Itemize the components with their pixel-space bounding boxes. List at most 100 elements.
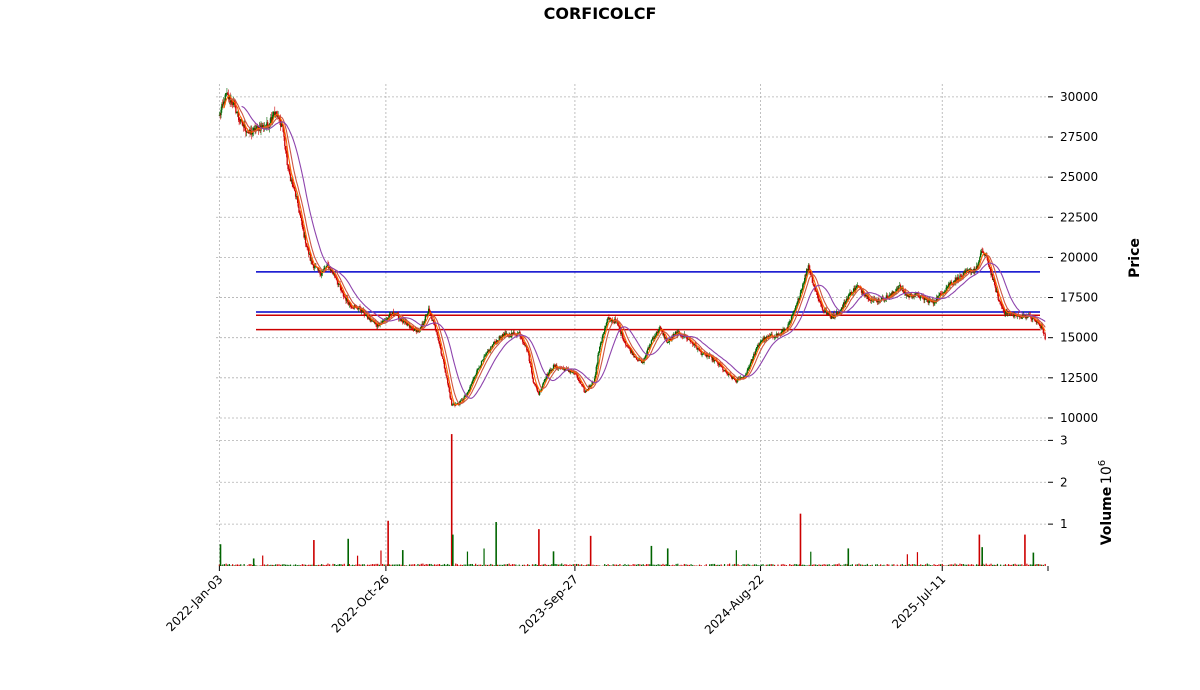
candle-body: [446, 375, 448, 378]
candle-body: [521, 339, 524, 342]
candle-body: [652, 338, 654, 340]
volume-bar: [668, 564, 671, 566]
volume-bar: [992, 564, 994, 566]
volume-spike: [538, 529, 540, 566]
candle-body: [533, 382, 535, 384]
volume-bar: [298, 564, 300, 566]
candle-body: [1037, 321, 1039, 323]
candle-body: [281, 123, 284, 127]
candle-body: [783, 329, 785, 332]
candle-body: [939, 293, 941, 296]
candle-body: [517, 332, 520, 334]
candle-body: [360, 309, 362, 312]
volume-bar: [957, 564, 959, 566]
volume-bar: [593, 565, 596, 566]
candle-body: [720, 365, 722, 367]
candle-body: [470, 383, 473, 386]
candle-body: [599, 346, 601, 352]
volume-bar: [385, 564, 387, 566]
volume-bar: [372, 564, 374, 566]
volume-bar: [685, 564, 687, 566]
candle-body: [289, 174, 292, 182]
candle-body: [279, 119, 281, 120]
candle-body: [331, 269, 333, 273]
volume-bar: [367, 564, 369, 566]
candle-body: [348, 302, 350, 305]
candle-body: [799, 292, 802, 298]
volume-bar: [544, 563, 546, 566]
volume-bar: [698, 564, 701, 566]
candle-body: [388, 314, 390, 319]
volume-bar: [1021, 564, 1023, 566]
candle-body: [320, 273, 323, 276]
candle-body: [669, 338, 671, 340]
volume-bar: [683, 563, 685, 566]
candle-body: [231, 103, 234, 105]
volume-bar: [799, 564, 801, 566]
candle-body: [976, 266, 979, 269]
volume-bar: [1000, 564, 1002, 566]
volume-bar: [432, 564, 434, 566]
volume-bar: [535, 563, 537, 566]
candle-body: [675, 331, 677, 333]
candle-body: [297, 198, 299, 207]
candle-body: [287, 165, 289, 169]
volume-bar: [896, 564, 898, 566]
candle-body: [474, 376, 476, 379]
candle-body: [595, 366, 597, 375]
candle-body: [869, 300, 872, 301]
candle-body: [594, 374, 597, 379]
volume-bar: [546, 564, 548, 566]
candle-body: [346, 298, 348, 301]
volume-bar: [284, 564, 287, 566]
candle-body: [905, 294, 908, 296]
volume-bar: [319, 564, 321, 566]
volume-bar: [281, 564, 283, 566]
candle-body: [1040, 325, 1042, 329]
candle-body: [842, 304, 844, 309]
volume-bar: [388, 564, 390, 566]
candle-body: [810, 273, 812, 275]
candle-body: [935, 297, 938, 303]
candle-body: [660, 328, 663, 331]
candle-body: [471, 380, 474, 384]
candle-body: [808, 265, 810, 270]
volume-bar: [866, 563, 868, 566]
candle-body: [977, 263, 979, 269]
volume-bar: [652, 564, 654, 566]
candle-body: [314, 266, 316, 268]
candle-body: [1012, 313, 1015, 317]
candle-body: [238, 117, 240, 121]
volume-bar: [561, 563, 563, 566]
volume-bar: [682, 565, 684, 566]
candle-body: [645, 355, 647, 358]
candle-body: [410, 326, 412, 328]
volume-spike: [589, 535, 592, 566]
candle-body: [839, 311, 841, 315]
volume-bar: [440, 564, 442, 566]
candle-body: [397, 313, 400, 320]
candle-body: [845, 300, 847, 305]
candle-body: [735, 380, 738, 383]
volume-bar: [505, 564, 507, 566]
candle-body: [499, 336, 501, 339]
candle-body: [367, 317, 370, 319]
candle-body: [806, 269, 809, 271]
volume-bar: [542, 564, 545, 566]
volume-bar: [510, 564, 512, 566]
moving-averages: [223, 94, 1046, 406]
candle-body: [412, 327, 414, 329]
candle-body: [1044, 333, 1046, 340]
volume-bar: [782, 563, 784, 566]
candle-body: [769, 334, 772, 337]
candle-body: [575, 373, 578, 375]
candle-body: [425, 314, 427, 317]
candle-body: [939, 293, 942, 295]
candle-body: [848, 295, 850, 296]
candle-body: [563, 368, 565, 371]
volume-bar: [795, 564, 798, 566]
candle-body: [575, 373, 577, 375]
candle-body: [796, 301, 798, 305]
volume-bar: [493, 565, 495, 566]
candle-body: [413, 327, 416, 331]
